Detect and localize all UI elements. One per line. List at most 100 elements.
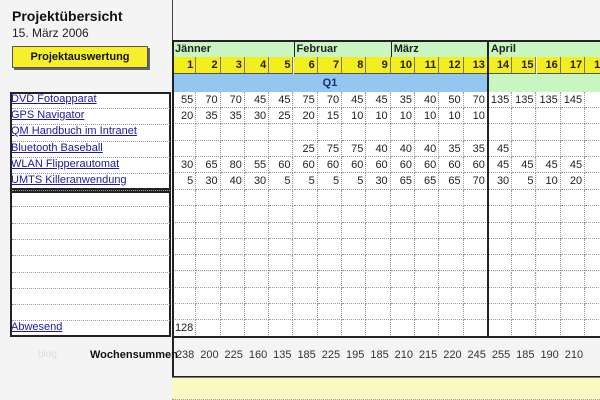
grid-cell[interactable]: 5 <box>512 173 537 190</box>
grid-cell[interactable] <box>196 255 221 272</box>
grid-cell[interactable]: 35 <box>196 108 221 124</box>
grid-cell[interactable]: 30 <box>172 157 197 173</box>
grid-cell[interactable]: 45 <box>244 92 270 108</box>
grid-cell[interactable] <box>196 304 221 321</box>
grid-cell[interactable] <box>366 287 391 305</box>
grid-cell[interactable] <box>463 320 488 337</box>
grid-cell[interactable] <box>220 271 245 288</box>
grid-cell[interactable] <box>487 124 513 141</box>
grid-cell[interactable] <box>585 304 600 321</box>
grid-cell[interactable] <box>390 304 415 321</box>
grid-cell[interactable]: 45 <box>487 157 513 173</box>
grid-cell[interactable] <box>390 206 415 223</box>
grid-cell[interactable] <box>342 255 367 272</box>
grid-cell[interactable]: 10 <box>342 108 367 124</box>
grid-cell[interactable] <box>269 124 294 141</box>
grid-cell[interactable]: 50 <box>439 92 464 108</box>
grid-cell[interactable] <box>560 271 586 288</box>
grid-cell[interactable] <box>512 190 537 207</box>
grid-cell[interactable]: 135 <box>487 92 513 108</box>
grid-cell[interactable] <box>536 271 561 288</box>
grid-cell[interactable] <box>172 287 197 305</box>
grid-cell[interactable] <box>317 238 343 256</box>
grid-cell[interactable] <box>487 255 513 272</box>
grid-cell[interactable]: 60 <box>463 157 488 173</box>
grid-cell[interactable] <box>439 320 464 337</box>
grid-cell[interactable]: 45 <box>342 92 367 108</box>
grid-cell[interactable] <box>317 222 343 239</box>
grid-cell[interactable] <box>196 141 221 157</box>
grid-cell[interactable] <box>390 190 415 207</box>
grid-cell[interactable] <box>415 271 440 288</box>
grid-cell[interactable] <box>172 141 197 157</box>
grid-cell[interactable]: 60 <box>269 157 294 173</box>
grid-cell[interactable] <box>196 222 221 239</box>
grid-cell[interactable] <box>390 124 415 141</box>
grid-cell[interactable] <box>342 271 367 288</box>
grid-cell[interactable] <box>342 238 367 256</box>
grid-cell[interactable]: 45 <box>536 157 561 173</box>
grid-cell[interactable] <box>585 173 600 190</box>
grid-cell[interactable] <box>415 320 440 337</box>
grid-cell[interactable] <box>560 141 586 157</box>
grid-cell[interactable] <box>487 222 513 239</box>
grid-cell[interactable] <box>172 304 197 321</box>
grid-cell[interactable]: 30 <box>366 173 391 190</box>
grid-cell[interactable]: 5 <box>317 173 343 190</box>
grid-cell[interactable] <box>512 108 537 124</box>
grid-cell[interactable]: 55 <box>172 92 197 108</box>
grid-cell[interactable] <box>342 287 367 305</box>
grid-cell[interactable] <box>512 304 537 321</box>
grid-cell[interactable]: 40 <box>415 141 440 157</box>
grid-cell[interactable] <box>390 320 415 337</box>
grid-cell[interactable] <box>269 190 294 207</box>
grid-cell[interactable]: 65 <box>390 173 415 190</box>
grid-cell[interactable] <box>172 190 197 207</box>
grid-cell[interactable] <box>366 320 391 337</box>
grid-cell[interactable]: 30 <box>244 108 270 124</box>
grid-cell[interactable]: 35 <box>390 92 415 108</box>
grid-cell[interactable]: 60 <box>293 157 318 173</box>
grid-cell[interactable]: 60 <box>415 157 440 173</box>
grid-cell[interactable] <box>415 124 440 141</box>
grid-cell[interactable] <box>293 238 318 256</box>
grid-cell[interactable] <box>536 108 561 124</box>
grid-cell[interactable]: 70 <box>317 92 343 108</box>
grid-cell[interactable] <box>196 320 221 337</box>
grid-cell[interactable] <box>560 222 586 239</box>
grid-cell[interactable] <box>220 287 245 305</box>
grid-cell[interactable] <box>342 206 367 223</box>
grid-cell[interactable] <box>244 320 270 337</box>
grid-cell[interactable]: 30 <box>244 173 270 190</box>
grid-cell[interactable]: 45 <box>269 92 294 108</box>
grid-cell[interactable] <box>487 108 513 124</box>
grid-cell[interactable] <box>415 222 440 239</box>
grid-cell[interactable]: 75 <box>317 141 343 157</box>
grid-cell[interactable]: 60 <box>342 157 367 173</box>
grid-cell[interactable]: 45 <box>366 92 391 108</box>
grid-cell[interactable] <box>220 190 245 207</box>
grid-cell[interactable] <box>244 190 270 207</box>
grid-cell[interactable] <box>342 222 367 239</box>
grid-cell[interactable] <box>415 255 440 272</box>
grid-cell[interactable] <box>244 238 270 256</box>
grid-cell[interactable] <box>196 206 221 223</box>
grid-cell[interactable] <box>487 271 513 288</box>
grid-cell[interactable] <box>220 124 245 141</box>
grid-cell[interactable] <box>487 320 513 337</box>
grid-cell[interactable] <box>585 157 600 173</box>
grid-cell[interactable] <box>342 124 367 141</box>
grid-cell[interactable] <box>220 255 245 272</box>
grid-cell[interactable] <box>269 238 294 256</box>
grid-cell[interactable] <box>366 222 391 239</box>
grid-cell[interactable] <box>487 304 513 321</box>
grid-cell[interactable] <box>293 320 318 337</box>
grid-cell[interactable] <box>390 238 415 256</box>
grid-cell[interactable] <box>463 206 488 223</box>
grid-cell[interactable] <box>536 304 561 321</box>
grid-cell[interactable] <box>317 206 343 223</box>
grid-cell[interactable]: 40 <box>390 141 415 157</box>
grid-cell[interactable]: 65 <box>415 173 440 190</box>
projektauswertung-button[interactable]: Projektauswertung <box>12 46 148 68</box>
grid-cell[interactable] <box>585 108 600 124</box>
